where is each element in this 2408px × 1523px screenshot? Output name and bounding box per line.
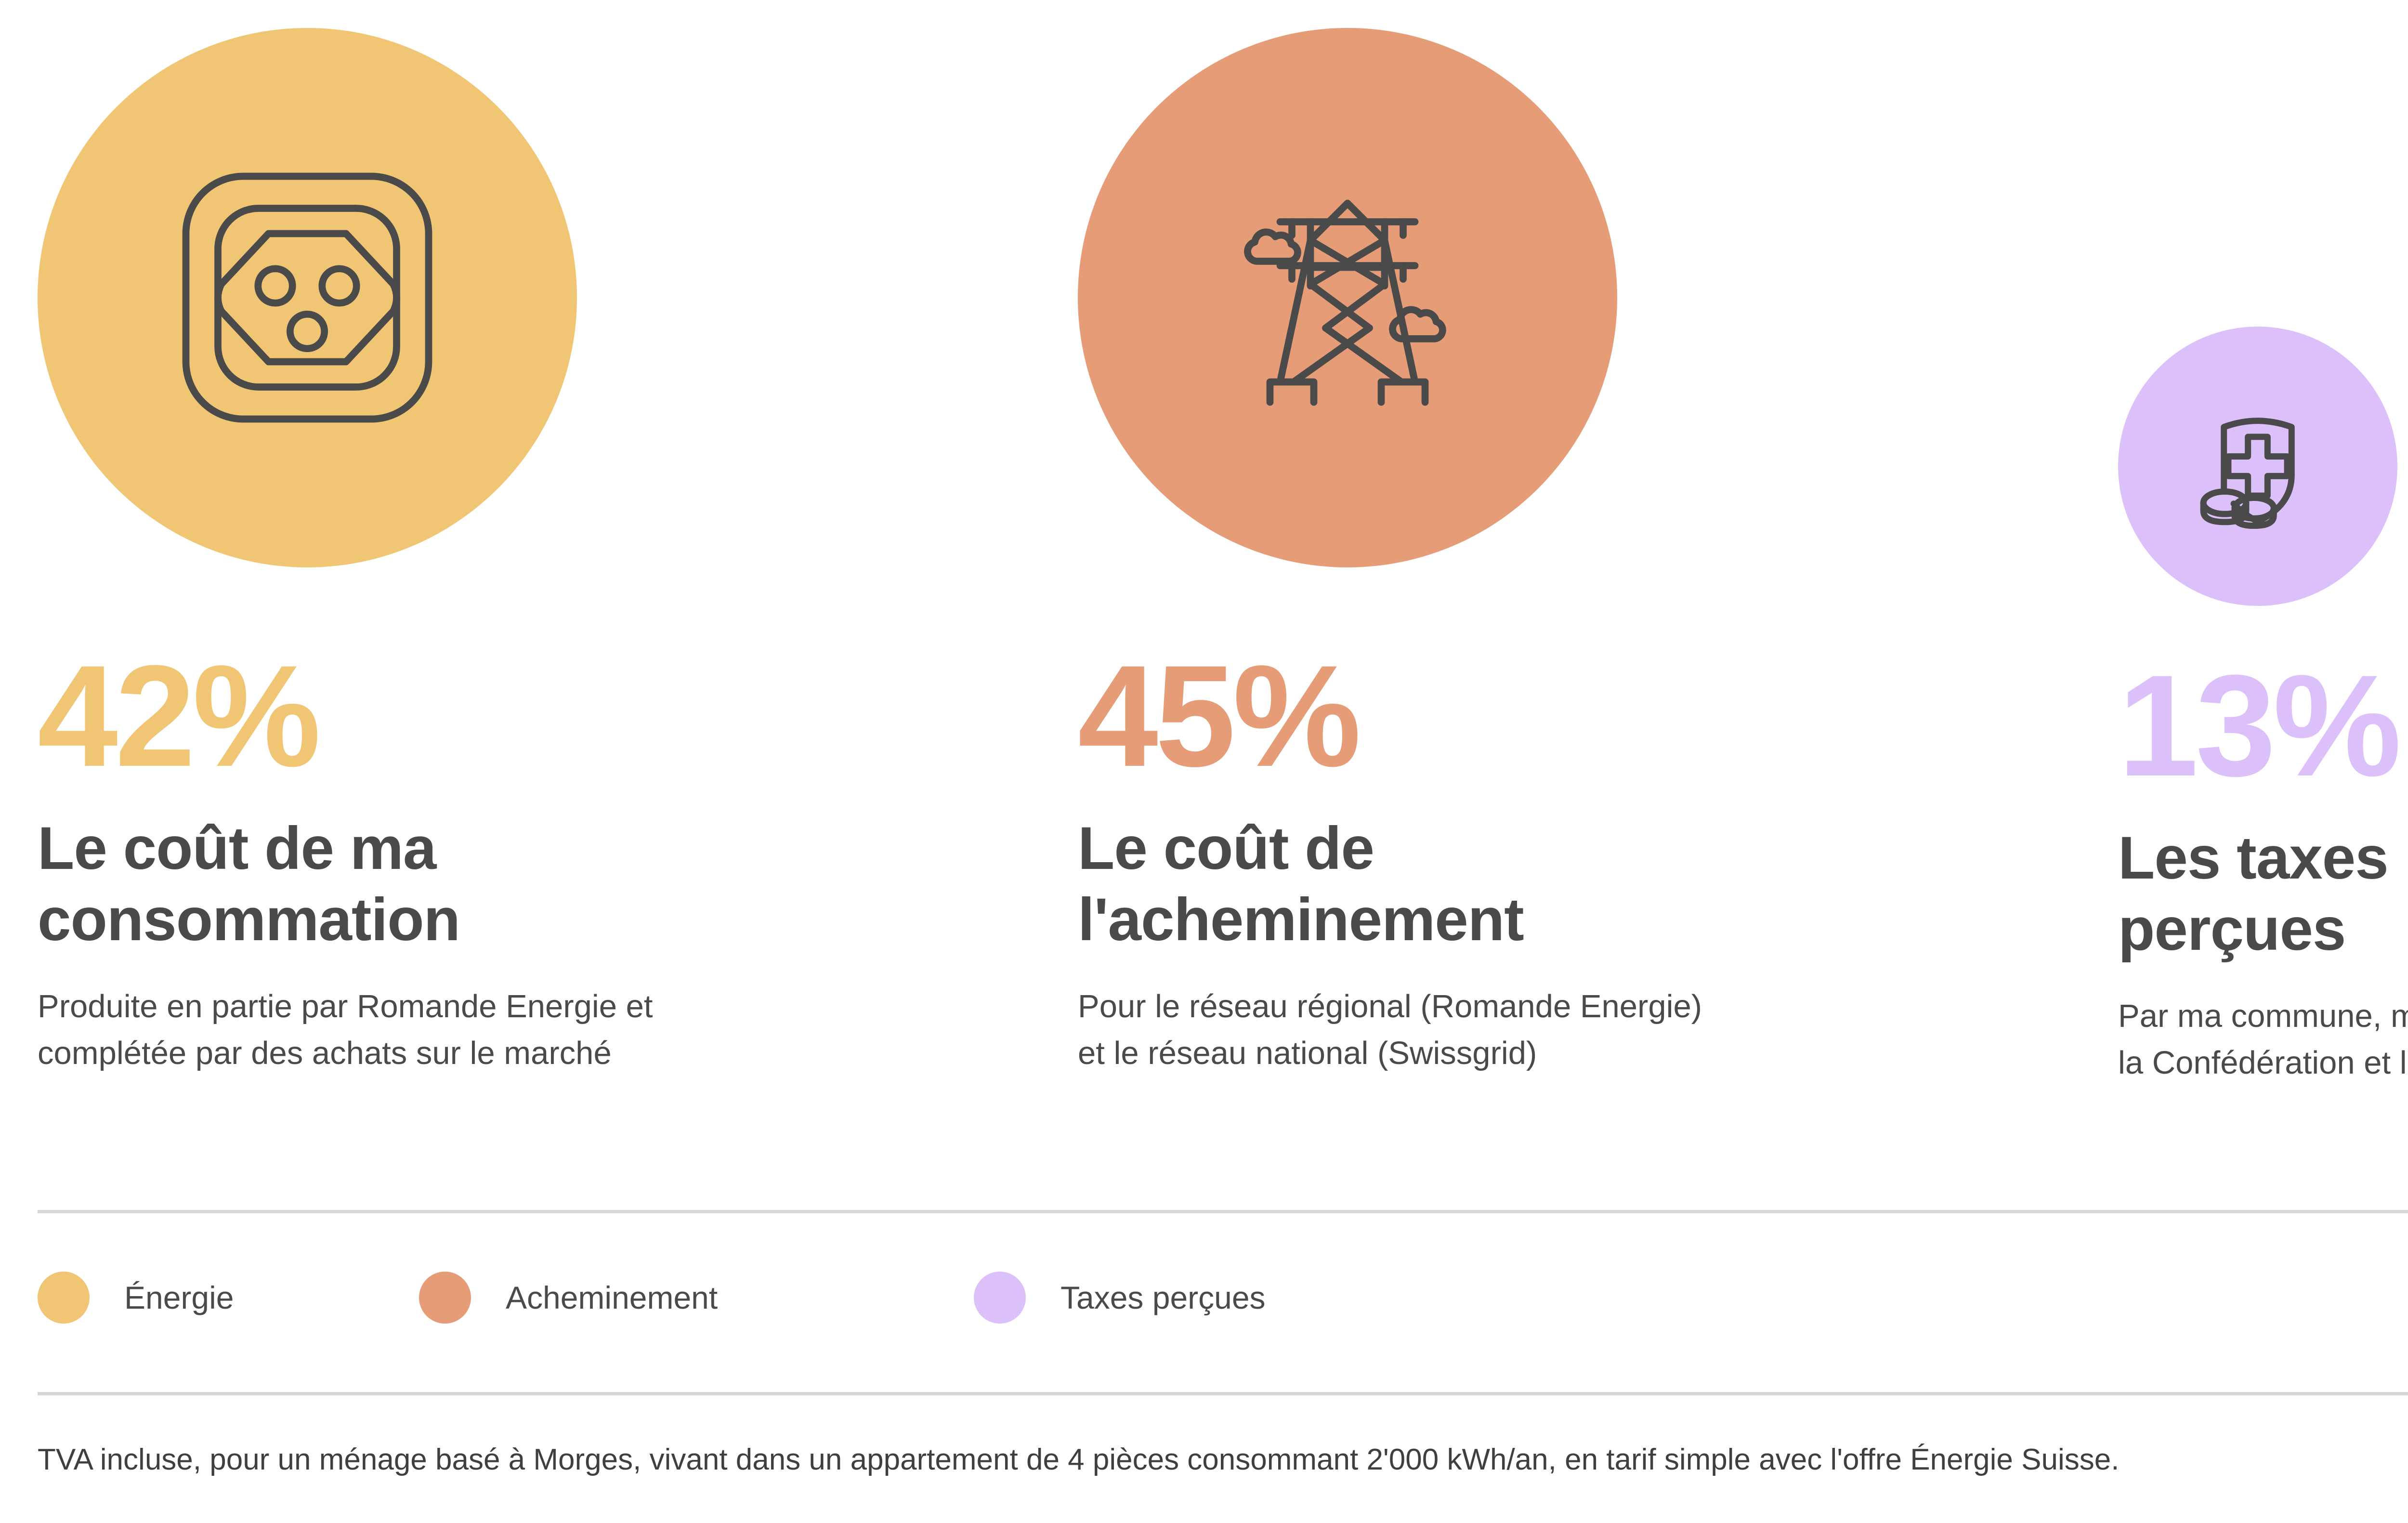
divider-top	[38, 1210, 2408, 1213]
taxes-badge-circle	[2118, 327, 2397, 606]
percent-value-taxes: 13%	[2118, 644, 2401, 806]
divider-bottom	[38, 1392, 2408, 1395]
icon-badge-wrapper	[2118, 28, 2408, 616]
legend-item-label: Énergie	[124, 1280, 234, 1315]
description-transport: Pour le réseau régional (Romande Energie…	[1078, 988, 1702, 1072]
breakdown-column-transport: 45% Le coût de l'acheminement Pour le ré…	[1078, 28, 2118, 1077]
legend-item-label: Taxes perçues	[1060, 1280, 1266, 1315]
transport-badge-circle	[1078, 28, 1617, 567]
description-energy: Produite en partie par Romande Energie e…	[38, 988, 653, 1072]
power-outlet-icon	[139, 129, 476, 466]
legend-color-dot	[974, 1272, 1026, 1324]
heading-taxes: Les taxes perçues	[2118, 825, 2389, 963]
legend: Énergie Acheminement Taxes perçues	[38, 1272, 1266, 1324]
energy-badge-circle	[38, 28, 577, 567]
heading-transport: Le coût de l'acheminement	[1078, 815, 1524, 953]
legend-item-taxes-percues[interactable]: Taxes perçues	[974, 1272, 1266, 1324]
breakdown-column-energy: 42% Le coût de ma consommation Produite …	[38, 28, 1078, 1077]
power-pylon-icon	[1179, 129, 1516, 466]
icon-badge-wrapper	[1078, 28, 2118, 606]
breakdown-columns: 42% Le coût de ma consommation Produite …	[38, 0, 2408, 1086]
percent-value-energy: 42%	[38, 635, 321, 797]
legend-item-label: Acheminement	[506, 1280, 718, 1315]
icon-badge-wrapper	[38, 28, 1078, 606]
shield-coins-icon	[2169, 377, 2347, 555]
legend-color-dot	[419, 1272, 471, 1324]
footnote-text: TVA incluse, pour un ménage basé à Morge…	[38, 1443, 2120, 1476]
description-taxes: Par ma commune, mon canton, la Confédéra…	[2118, 998, 2408, 1081]
legend-item-acheminement[interactable]: Acheminement	[419, 1272, 901, 1324]
breakdown-column-taxes: 13% Les taxes perçues Par ma commune, mo…	[2118, 28, 2408, 1086]
percent-value-transport: 45%	[1078, 635, 1361, 797]
heading-energy: Le coût de ma consommation	[38, 815, 460, 953]
legend-item-energie[interactable]: Énergie	[38, 1272, 346, 1324]
legend-color-dot	[38, 1272, 90, 1324]
